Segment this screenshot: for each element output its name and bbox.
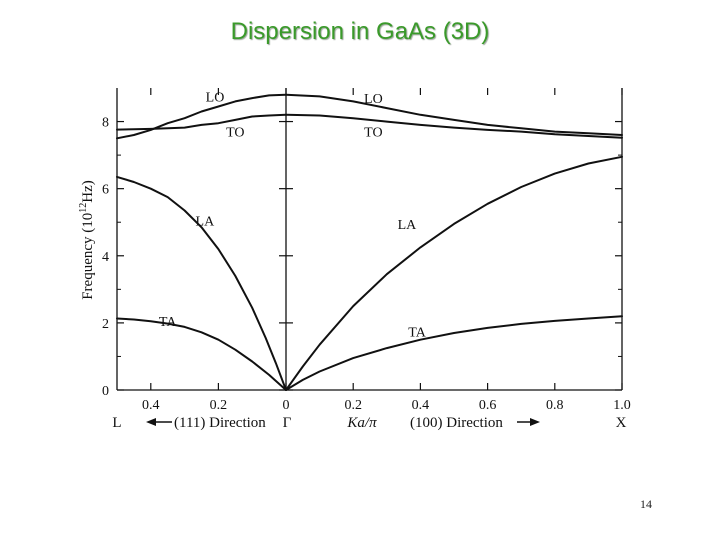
branch-label-to-111: TO (226, 126, 244, 141)
point-label-l: L (112, 415, 121, 431)
y-tick-label: 8 (102, 116, 109, 131)
branch-label-ta-111: TA (159, 315, 177, 330)
x-axis-title: Ka/π (346, 415, 377, 431)
x-tick-label-111: 0.2 (210, 398, 228, 413)
curve-ta-100 (285, 315, 623, 391)
curve-la-100 (285, 155, 623, 391)
x-tick-label-100: 0.6 (479, 398, 497, 413)
curve-la-111 (116, 175, 287, 391)
y-tick-label: 6 (102, 183, 109, 198)
point-label-gamma: Γ (283, 415, 292, 431)
branch-label-to-100: TO (364, 126, 382, 141)
chart-curves (116, 93, 623, 391)
x-tick-label-100: 0.2 (344, 398, 362, 413)
curve-to-111 (116, 113, 287, 131)
direction-label-100: (100) Direction (410, 415, 503, 431)
curve-to-100 (285, 113, 623, 139)
branch-label-lo-100: LO (364, 92, 383, 107)
y-axis-label: Frequency (1012Hz) (78, 180, 96, 300)
y-tick-label: 4 (102, 250, 109, 265)
slide-title: Dispersion in GaAs (3D) (230, 18, 490, 45)
chart-ticks: 0 2 4 6 8 0.4 0.2 0 0.2 0.4 0.6 0.8 1.0 (102, 88, 631, 413)
left-arrow-head (146, 418, 156, 426)
x-tick-label-100: 1.0 (613, 398, 631, 413)
right-arrow-head (530, 418, 540, 426)
direction-labels: L (111) Direction Γ Ka/π (100) Direction X (112, 415, 626, 431)
branch-label-la-111: LA (196, 215, 216, 230)
x-tick-label-111: 0.4 (142, 398, 160, 413)
curve-lo-100 (285, 93, 623, 136)
branch-label-ta-100: TA (408, 325, 426, 340)
page-number: 14 (640, 497, 652, 511)
x-tick-label-111: 0 (283, 398, 290, 413)
point-label-x: X (616, 415, 627, 431)
y-tick-label: 2 (102, 317, 109, 332)
branch-label-lo-111: LO (206, 90, 225, 105)
x-tick-label-100: 0.4 (412, 398, 430, 413)
y-tick-label: 0 (102, 384, 109, 399)
curve-lo-111 (116, 93, 287, 140)
branch-label-la-100: LA (398, 218, 418, 233)
x-tick-label-100: 0.8 (546, 398, 564, 413)
y-axis-title: Frequency (1012Hz) (78, 180, 96, 300)
curve-ta-111 (116, 317, 287, 391)
chart-branch-labels: LO TO LA TA LO TO LA TA (159, 90, 427, 340)
direction-label-111: (111) Direction (174, 415, 266, 431)
